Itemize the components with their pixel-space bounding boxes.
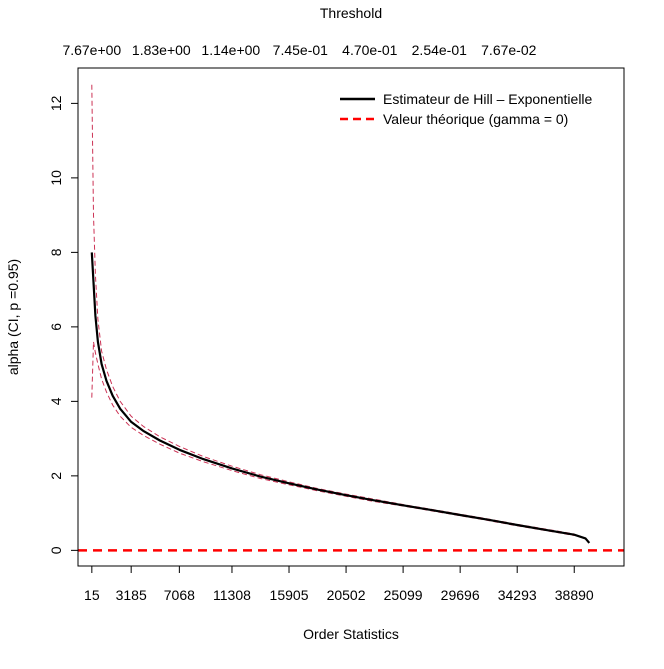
x-tick-label: 29696 (441, 587, 480, 603)
legend-label-theoretical: Valeur théorique (gamma = 0) (383, 111, 568, 127)
top-tick-label: 7.45e-01 (273, 42, 328, 58)
x-tick-label: 25099 (384, 587, 423, 603)
y-axis-title: alpha (CI, p =0.95) (5, 259, 21, 375)
y-tick-label: 4 (48, 397, 64, 405)
top-axis-title: Threshold (320, 5, 382, 21)
y-tick-label: 10 (48, 170, 64, 186)
plot-area (78, 84, 624, 552)
y-tick-label: 8 (48, 248, 64, 256)
x-tick-label: 3185 (116, 587, 147, 603)
y-tick-label: 0 (48, 546, 64, 554)
x-tick-label: 15 (84, 587, 100, 603)
top-tick-label: 7.67e-02 (481, 42, 536, 58)
y-tick-label: 6 (48, 323, 64, 331)
top-tick-label: 7.67e+00 (62, 42, 121, 58)
top-tick-label: 1.83e+00 (132, 42, 191, 58)
legend: Estimateur de Hill – Exponentielle Valeu… (340, 91, 593, 127)
y-tick-label: 12 (48, 95, 64, 111)
x-axis: 15 3185 7068 11308 15905 20502 25099 29696 34293… (84, 565, 594, 603)
hill-estimator-line (90, 252, 591, 544)
x-tick-label: 7068 (164, 587, 195, 603)
top-tick-label: 4.70e-01 (342, 42, 397, 58)
top-axis-tick-labels: 7.67e+00 1.83e+00 1.14e+00 7.45e-01 4.70e-01… (62, 42, 536, 58)
legend-label-hill: Estimateur de Hill – Exponentielle (383, 91, 593, 107)
top-tick-label: 2.54e-01 (412, 42, 467, 58)
x-tick-label: 15905 (270, 587, 309, 603)
x-axis-title: Order Statistics (303, 626, 399, 642)
y-axis: 0 2 4 6 8 10 12 (48, 95, 79, 554)
x-tick-label: 20502 (327, 587, 366, 603)
x-tick-label: 38890 (555, 587, 594, 603)
x-tick-label: 34293 (498, 587, 537, 603)
top-tick-label: 1.14e+00 (201, 42, 260, 58)
y-tick-label: 2 (48, 472, 64, 480)
x-tick-label: 11308 (213, 587, 251, 603)
